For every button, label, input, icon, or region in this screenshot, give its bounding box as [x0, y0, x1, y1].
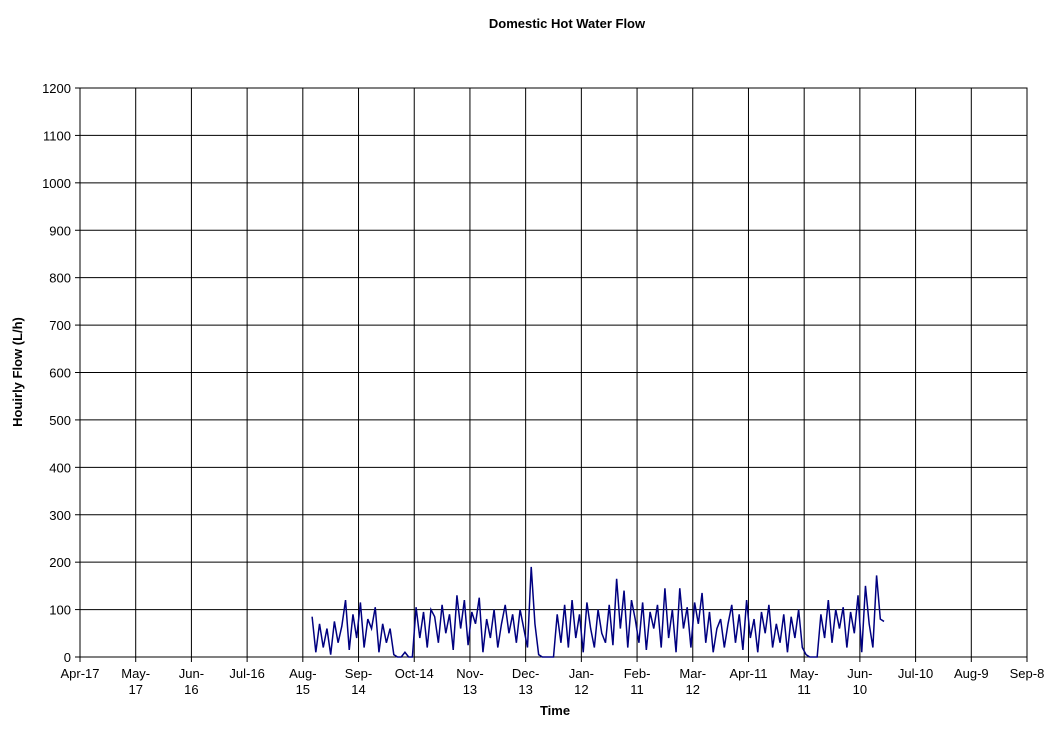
y-tick-label: 200 [49, 555, 71, 570]
y-tick-label: 600 [49, 366, 71, 381]
x-tick-label: Oct-14 [395, 666, 434, 681]
y-tick-label: 1000 [42, 176, 71, 191]
y-tick-label: 800 [49, 271, 71, 286]
x-tick-label: Apr-17 [60, 666, 99, 681]
x-tick-label: Sep-14 [345, 666, 372, 697]
y-tick-label: 500 [49, 413, 71, 428]
y-tick-label: 0 [64, 650, 71, 665]
y-tick-label: 700 [49, 318, 71, 333]
x-tick-label: Jul-16 [229, 666, 264, 681]
x-tick-label: Dec-13 [512, 666, 539, 697]
y-tick-label: 400 [49, 460, 71, 475]
y-axis-label: Houirly Flow (L/h) [10, 317, 25, 427]
x-tick-label: Jan-12 [569, 666, 594, 697]
x-tick-label: Aug-15 [289, 666, 316, 697]
x-axis-label: Time [540, 703, 570, 718]
data-line [311, 566, 885, 658]
y-tick-label: 900 [49, 223, 71, 238]
y-tick-label: 1200 [42, 81, 71, 96]
x-tick-label: Jun-10 [847, 666, 872, 697]
x-tick-label: Sep-8 [1010, 666, 1045, 681]
x-tick-label: Aug-9 [954, 666, 989, 681]
y-tick-label: 1100 [43, 128, 71, 143]
x-tick-label: Jun-16 [179, 666, 204, 697]
x-tick-label: Mar-12 [679, 666, 706, 697]
chart-title: Domestic Hot Water Flow [489, 16, 646, 31]
x-tick-label: Apr-11 [729, 666, 767, 681]
x-tick-label: May-11 [790, 666, 819, 697]
x-tick-label: Nov-13 [456, 666, 483, 697]
x-tick-label: Jul-10 [898, 666, 933, 681]
y-tick-label: 300 [49, 508, 71, 523]
x-tick-label: Feb-11 [624, 666, 651, 697]
x-tick-label: May-17 [121, 666, 150, 697]
y-tick-label: 100 [49, 603, 71, 618]
